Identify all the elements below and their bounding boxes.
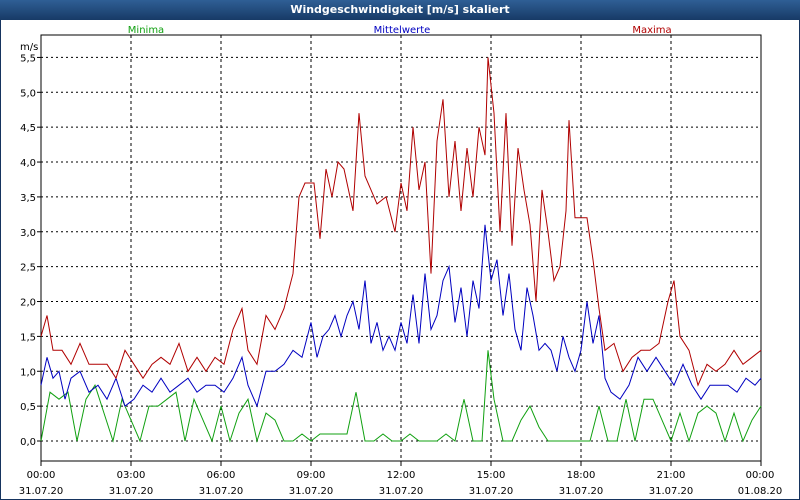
series-lines xyxy=(40,57,762,443)
y-tick-label: 2,5 xyxy=(20,263,36,274)
y-tick-label: 0,5 xyxy=(20,402,36,413)
series-line-mittelwerte xyxy=(40,224,762,408)
x-axis-ticks: 00:00 31.07.20 03:00 31.07.20 06:00 31.07.20 0… xyxy=(19,461,783,497)
y-tick-label: 4,5 xyxy=(20,123,36,134)
series-line-minima xyxy=(40,350,762,443)
y-tick-label: 5,0 xyxy=(20,88,36,99)
x-tick-time: 15:00 xyxy=(477,470,506,481)
x-tick-date: 31.07.20 xyxy=(649,486,694,497)
x-tick-time: 18:00 xyxy=(567,470,596,481)
series-line-maxima xyxy=(40,57,762,387)
y-axis-ticks: 0,0 0,5 1,0 1,5 2,0 2,5 3,0 3,5 4,0 4,5 5,0 5,5 xyxy=(20,53,41,448)
x-tick-date: 31.07.20 xyxy=(559,486,604,497)
legend-minima: Minima xyxy=(128,25,164,36)
y-tick-label: 1,5 xyxy=(20,332,36,343)
y-axis-label: m/s xyxy=(20,42,38,53)
y-tick-label: 0,0 xyxy=(20,437,36,448)
y-tick-label: 5,5 xyxy=(20,53,36,64)
legend: Minima Mittelwerte Maxima xyxy=(128,25,672,36)
x-tick-date: 31.07.20 xyxy=(19,486,64,497)
y-tick-label: 4,0 xyxy=(20,158,36,169)
x-tick-time: 09:00 xyxy=(297,470,326,481)
x-tick-date: 31.07.20 xyxy=(289,486,334,497)
x-tick-date: 31.07.20 xyxy=(469,486,514,497)
x-tick-time: 00:00 xyxy=(746,470,775,481)
x-tick-time: 00:00 xyxy=(27,470,56,481)
x-tick-time: 03:00 xyxy=(117,470,146,481)
x-tick-time: 12:00 xyxy=(387,470,416,481)
x-tick-date: 31.07.20 xyxy=(109,486,154,497)
y-tick-label: 3,5 xyxy=(20,193,36,204)
window-title: Windgeschwindigkeit [m/s] skaliert xyxy=(0,0,800,20)
legend-mittelwerte: Mittelwerte xyxy=(374,25,431,36)
y-tick-label: 1,0 xyxy=(20,367,36,378)
grid xyxy=(41,35,761,461)
y-tick-label: 3,0 xyxy=(20,228,36,239)
x-tick-date: 31.07.20 xyxy=(199,486,244,497)
y-tick-label: 2,0 xyxy=(20,298,36,309)
x-tick-time: 06:00 xyxy=(207,470,236,481)
x-tick-date: 01.08.20 xyxy=(738,486,783,497)
legend-maxima: Maxima xyxy=(632,25,671,36)
x-tick-time: 21:00 xyxy=(657,470,686,481)
x-tick-date: 31.07.20 xyxy=(379,486,424,497)
